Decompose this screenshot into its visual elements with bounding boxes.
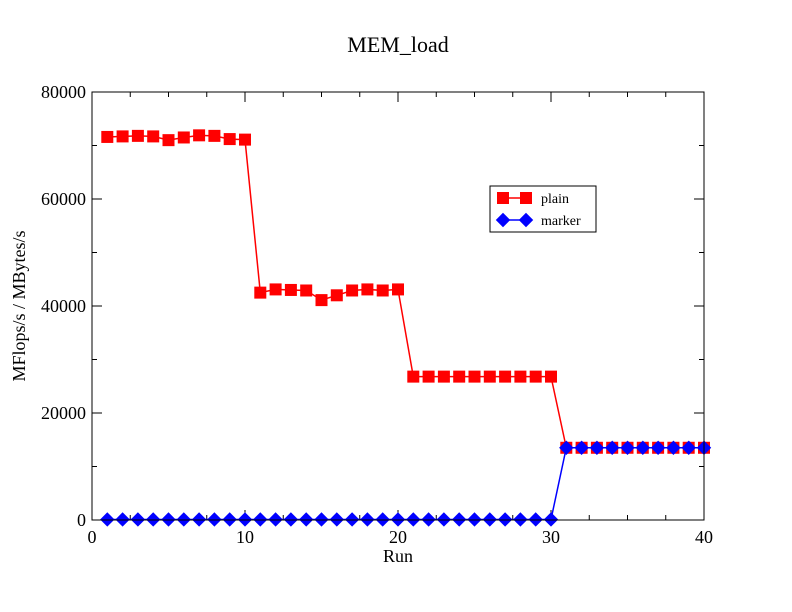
data-point-plain — [469, 371, 480, 382]
data-point-plain — [484, 371, 495, 382]
data-point-plain — [240, 134, 251, 145]
data-point-plain — [515, 371, 526, 382]
data-point-plain — [285, 284, 296, 295]
chart-title: MEM_load — [347, 32, 448, 57]
data-point-plain — [255, 287, 266, 298]
data-point-plain — [209, 130, 220, 141]
data-point-plain — [347, 285, 358, 296]
y-axis-label: MFlops/s / MBytes/s — [9, 230, 29, 381]
legend: plain marker — [490, 186, 596, 232]
data-point-plain — [393, 284, 404, 295]
data-point-plain — [377, 285, 388, 296]
data-point-plain — [454, 371, 465, 382]
data-point-plain — [500, 371, 511, 382]
x-axis-label: Run — [383, 546, 413, 566]
data-point-plain — [438, 371, 449, 382]
data-point-plain — [132, 130, 143, 141]
data-point-plain — [194, 130, 205, 141]
legend-marker — [521, 193, 532, 204]
data-point-plain — [102, 131, 113, 142]
legend-label: marker — [541, 214, 581, 229]
data-point-plain — [270, 284, 281, 295]
x-tick-label: 30 — [542, 527, 560, 547]
data-point-plain — [362, 284, 373, 295]
data-point-plain — [331, 290, 342, 301]
x-tick-label: 40 — [695, 527, 713, 547]
data-point-plain — [148, 131, 159, 142]
y-tick-label: 60000 — [41, 189, 86, 209]
data-point-plain — [117, 131, 128, 142]
data-point-plain — [224, 134, 235, 145]
data-point-plain — [301, 285, 312, 296]
legend-label: plain — [541, 192, 569, 207]
x-tick-label: 10 — [236, 527, 254, 547]
x-tick-label: 0 — [88, 527, 97, 547]
y-tick-label: 0 — [77, 510, 86, 530]
data-point-plain — [408, 371, 419, 382]
data-point-plain — [546, 371, 557, 382]
y-tick-label: 20000 — [41, 403, 86, 423]
y-tick-label: 40000 — [41, 296, 86, 316]
data-point-plain — [316, 295, 327, 306]
data-point-plain — [178, 132, 189, 143]
data-point-plain — [163, 135, 174, 146]
y-tick-label: 80000 — [41, 82, 86, 102]
legend-marker — [498, 193, 509, 204]
data-point-plain — [423, 371, 434, 382]
x-tick-label: 20 — [389, 527, 407, 547]
data-point-plain — [530, 371, 541, 382]
